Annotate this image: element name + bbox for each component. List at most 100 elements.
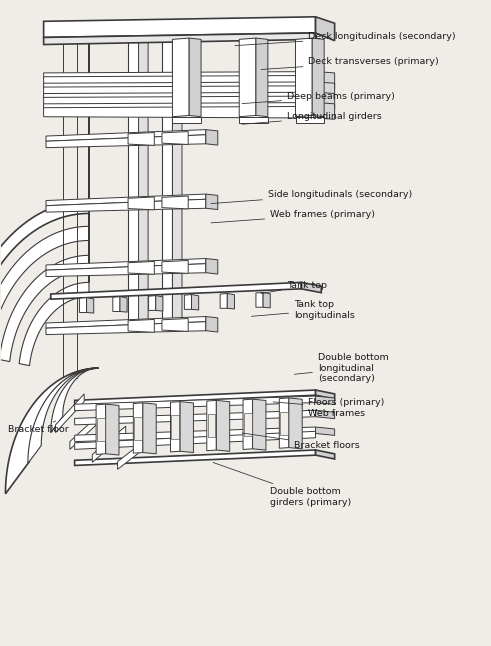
Text: Tank top: Tank top <box>261 281 327 293</box>
Polygon shape <box>117 436 151 470</box>
Polygon shape <box>5 368 99 494</box>
Polygon shape <box>184 295 191 309</box>
Polygon shape <box>206 194 218 209</box>
Polygon shape <box>44 107 316 118</box>
Polygon shape <box>227 293 235 309</box>
Polygon shape <box>316 72 335 89</box>
Polygon shape <box>128 132 154 145</box>
Polygon shape <box>207 401 217 451</box>
Polygon shape <box>46 317 206 328</box>
Polygon shape <box>280 412 288 435</box>
Polygon shape <box>44 72 316 78</box>
Polygon shape <box>113 297 120 311</box>
Text: Deep beams (primary): Deep beams (primary) <box>242 92 395 103</box>
Polygon shape <box>44 76 316 87</box>
Polygon shape <box>0 20 89 353</box>
Polygon shape <box>86 298 94 313</box>
Polygon shape <box>316 103 335 120</box>
Polygon shape <box>316 82 335 99</box>
Polygon shape <box>162 132 188 145</box>
Polygon shape <box>244 413 251 436</box>
Polygon shape <box>162 196 188 209</box>
Polygon shape <box>46 199 206 212</box>
Polygon shape <box>28 368 99 464</box>
Polygon shape <box>256 38 268 117</box>
Polygon shape <box>156 296 163 311</box>
Polygon shape <box>206 258 218 274</box>
Polygon shape <box>263 293 270 308</box>
Polygon shape <box>172 33 182 331</box>
Polygon shape <box>128 197 154 210</box>
Polygon shape <box>289 398 302 449</box>
Polygon shape <box>149 296 156 311</box>
Polygon shape <box>92 426 126 463</box>
Polygon shape <box>75 390 316 406</box>
Polygon shape <box>44 86 316 98</box>
Polygon shape <box>296 38 312 117</box>
Text: Deck transverses (primary): Deck transverses (primary) <box>261 57 439 70</box>
Polygon shape <box>138 33 148 331</box>
Polygon shape <box>170 402 180 452</box>
Polygon shape <box>44 82 316 89</box>
Polygon shape <box>316 450 335 459</box>
Polygon shape <box>316 390 335 399</box>
Polygon shape <box>206 317 218 332</box>
Polygon shape <box>239 38 256 117</box>
Polygon shape <box>301 282 321 293</box>
Polygon shape <box>316 92 335 109</box>
Polygon shape <box>46 264 206 276</box>
Text: Bracket floor: Bracket floor <box>8 421 69 434</box>
Polygon shape <box>46 135 206 148</box>
Polygon shape <box>44 33 316 45</box>
Polygon shape <box>55 394 84 433</box>
Polygon shape <box>191 295 199 310</box>
Text: Deck longitudinals (secondary): Deck longitudinals (secondary) <box>235 32 456 46</box>
Text: Web frames (primary): Web frames (primary) <box>211 210 375 223</box>
Polygon shape <box>162 260 188 273</box>
Polygon shape <box>128 33 138 329</box>
Polygon shape <box>46 322 206 335</box>
Polygon shape <box>189 38 201 117</box>
Polygon shape <box>51 368 99 433</box>
Text: Double bottom
girders (primary): Double bottom girders (primary) <box>213 463 352 506</box>
Polygon shape <box>120 297 127 312</box>
Polygon shape <box>44 92 316 99</box>
Polygon shape <box>256 293 263 307</box>
Polygon shape <box>171 415 179 439</box>
Polygon shape <box>75 450 316 466</box>
Polygon shape <box>217 401 230 452</box>
Text: Tank top
longitudinals: Tank top longitudinals <box>251 300 355 320</box>
Polygon shape <box>243 399 252 450</box>
Polygon shape <box>206 130 218 145</box>
Polygon shape <box>75 432 316 450</box>
Polygon shape <box>252 399 266 450</box>
Text: Floors (primary)
Web frames: Floors (primary) Web frames <box>273 399 385 418</box>
Polygon shape <box>75 410 316 425</box>
Polygon shape <box>134 417 142 440</box>
Polygon shape <box>239 117 268 123</box>
Polygon shape <box>0 39 89 362</box>
Polygon shape <box>128 262 154 275</box>
Polygon shape <box>70 411 103 450</box>
Polygon shape <box>316 396 335 404</box>
Polygon shape <box>279 398 289 448</box>
Polygon shape <box>44 103 316 109</box>
Polygon shape <box>46 130 206 141</box>
Polygon shape <box>172 38 189 117</box>
Polygon shape <box>312 38 324 117</box>
Polygon shape <box>316 410 335 419</box>
Text: Side longitudinals (secondary): Side longitudinals (secondary) <box>211 189 412 203</box>
Polygon shape <box>80 298 86 313</box>
Text: Double bottom
longitudinal
(secondary): Double bottom longitudinal (secondary) <box>295 353 389 383</box>
Polygon shape <box>134 403 143 453</box>
Polygon shape <box>44 96 316 108</box>
Polygon shape <box>0 30 89 357</box>
Polygon shape <box>208 414 216 437</box>
Polygon shape <box>128 319 154 332</box>
Polygon shape <box>75 427 316 442</box>
Polygon shape <box>96 404 106 454</box>
Polygon shape <box>180 402 193 453</box>
Polygon shape <box>296 117 324 123</box>
Text: Longitudinal girders: Longitudinal girders <box>242 112 382 124</box>
Text: Bracket floors: Bracket floors <box>242 433 360 450</box>
